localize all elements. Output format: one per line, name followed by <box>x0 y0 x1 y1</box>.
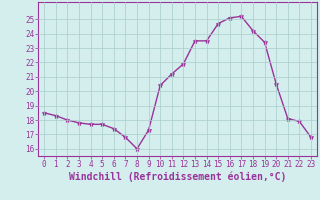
X-axis label: Windchill (Refroidissement éolien,°C): Windchill (Refroidissement éolien,°C) <box>69 172 286 182</box>
